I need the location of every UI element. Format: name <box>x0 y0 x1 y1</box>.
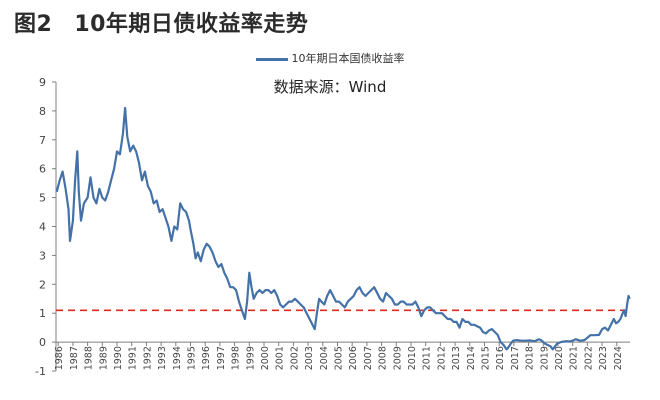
y-tick-label: 0 <box>39 336 46 349</box>
x-tick-label: 1997 <box>216 346 227 370</box>
figure-number: 图2 <box>14 12 53 37</box>
x-tick-label: 2011 <box>422 346 433 370</box>
y-tick-label: 6 <box>39 163 46 176</box>
x-tick-label: 2015 <box>480 346 491 370</box>
x-tick-label: 2014 <box>466 346 477 370</box>
x-tick-label: 2003 <box>304 346 315 370</box>
legend-label: 10年期日本国债收益率 <box>291 52 405 65</box>
y-tick-label: 5 <box>39 192 46 205</box>
x-tick-label: 2022 <box>583 346 594 370</box>
x-tick-label: 2004 <box>319 346 330 370</box>
y-tick-label: 9 <box>39 76 46 89</box>
figure-title-text: 10年期日债收益率走势 <box>74 12 309 37</box>
x-tick-label: 2018 <box>525 346 536 370</box>
x-tick-label: 1990 <box>113 346 124 370</box>
x-tick-label: 2012 <box>436 346 447 370</box>
x-tick-label: 2010 <box>407 346 418 370</box>
legend-swatch <box>255 57 288 61</box>
x-tick-label: 1995 <box>186 346 197 370</box>
x-tick-label: 1989 <box>98 346 109 370</box>
x-tick-label: 1994 <box>172 346 183 370</box>
x-tick-label: 1996 <box>201 346 212 370</box>
y-tick-label: 2 <box>39 278 46 291</box>
x-tick-label: 2000 <box>260 346 271 370</box>
x-tick-label: 2001 <box>275 346 286 370</box>
x-tick-label: 2023 <box>598 346 609 370</box>
series-line-jgb-10y <box>55 106 631 351</box>
y-tick-label: 7 <box>39 134 46 147</box>
x-tick-label: 1988 <box>84 346 95 370</box>
x-tick-label: 2020 <box>554 346 565 370</box>
x-tick-label: 2008 <box>378 346 389 370</box>
source-note: 数据来源：Wind <box>273 78 387 96</box>
x-tick-label: 2005 <box>333 346 344 370</box>
x-tick-label: 2002 <box>289 346 300 370</box>
y-tick-label: -1 <box>35 365 46 378</box>
x-tick-label: 2006 <box>348 346 359 370</box>
x-tick-label: 2016 <box>495 346 506 370</box>
x-tick-label: 2013 <box>451 346 462 370</box>
y-tick-label: 1 <box>39 307 46 320</box>
x-tick-label: 1992 <box>142 346 153 370</box>
x-tick-label: 2019 <box>539 346 550 370</box>
x-tick-label: 2024 <box>613 346 624 370</box>
x-tick-label: 1991 <box>128 346 139 370</box>
x-tick-label: 1986 <box>54 346 65 370</box>
y-tick-label: 3 <box>39 249 46 262</box>
x-tick-label: 2021 <box>569 346 580 370</box>
x-tick-label: 1993 <box>157 346 168 370</box>
x-tick-label: 1998 <box>231 346 242 370</box>
x-tick-label: 1999 <box>245 346 256 370</box>
y-tick-label: 8 <box>39 105 46 118</box>
x-tick-label: 1987 <box>69 346 80 370</box>
chart-legend: 10年期日本国债收益率 <box>0 50 660 66</box>
x-tick-label: 2007 <box>363 346 374 370</box>
figure-title: 图2 10年期日债收益率走势 <box>14 6 308 38</box>
x-tick-label: 2017 <box>510 346 521 370</box>
y-tick-label: 4 <box>39 221 46 234</box>
x-tick-label: 2009 <box>392 346 403 370</box>
